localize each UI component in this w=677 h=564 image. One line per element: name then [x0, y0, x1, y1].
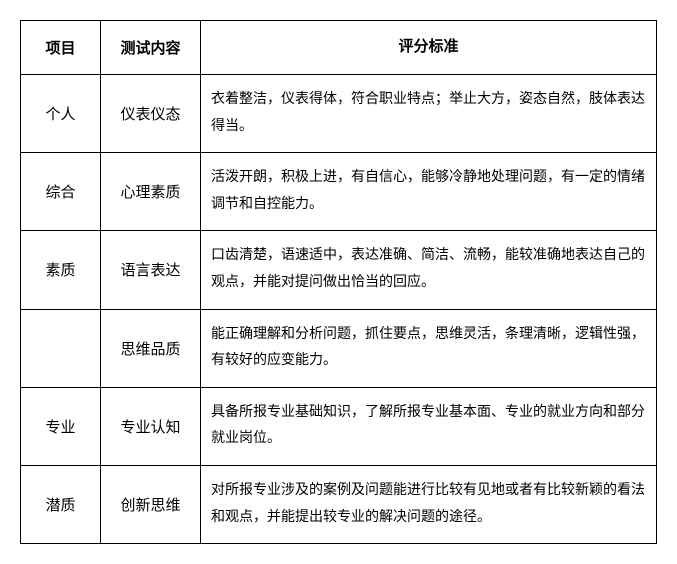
table-row: 个人 仪表仪态 衣着整洁，仪表得体，符合职业特点；举止大方，姿态自然，肢体表达得… [21, 75, 657, 153]
cell-criteria: 能正确理解和分析问题，抓住要点，思维灵活，条理清晰，逻辑性强，有较好的应变能力。 [201, 309, 657, 387]
cell-content: 专业认知 [101, 387, 201, 465]
table-body: 个人 仪表仪态 衣着整洁，仪表得体，符合职业特点；举止大方，姿态自然，肢体表达得… [21, 75, 657, 544]
cell-content: 仪表仪态 [101, 75, 201, 153]
evaluation-table: 项目 测试内容 评分标准 个人 仪表仪态 衣着整洁，仪表得体，符合职业特点；举止… [20, 20, 657, 544]
table-row: 专业 专业认知 具备所报专业基础知识，了解所报专业基本面、专业的就业方向和部分就… [21, 387, 657, 465]
table-row: 综合 心理素质 活泼开朗，积极上进，有自信心，能够冷静地处理问题，有一定的情绪调… [21, 153, 657, 231]
cell-criteria: 具备所报专业基础知识，了解所报专业基本面、专业的就业方向和部分就业岗位。 [201, 387, 657, 465]
table-row: 潜质 创新思维 对所报专业涉及的案例及问题能进行比较有见地或者有比较新颖的看法和… [21, 465, 657, 543]
header-criteria: 评分标准 [201, 21, 657, 75]
header-project: 项目 [21, 21, 101, 75]
cell-project: 专业 [21, 387, 101, 465]
cell-criteria: 对所报专业涉及的案例及问题能进行比较有见地或者有比较新颖的看法和观点，并能提出较… [201, 465, 657, 543]
cell-project: 综合 [21, 153, 101, 231]
evaluation-table-container: 项目 测试内容 评分标准 个人 仪表仪态 衣着整洁，仪表得体，符合职业特点；举止… [20, 20, 657, 544]
cell-project: 个人 [21, 75, 101, 153]
cell-project [21, 309, 101, 387]
cell-content: 语言表达 [101, 231, 201, 309]
header-content: 测试内容 [101, 21, 201, 75]
cell-content: 创新思维 [101, 465, 201, 543]
cell-content: 思维品质 [101, 309, 201, 387]
cell-criteria: 衣着整洁，仪表得体，符合职业特点；举止大方，姿态自然，肢体表达得当。 [201, 75, 657, 153]
cell-criteria: 活泼开朗，积极上进，有自信心，能够冷静地处理问题，有一定的情绪调节和自控能力。 [201, 153, 657, 231]
cell-project: 素质 [21, 231, 101, 309]
cell-criteria: 口齿清楚，语速适中，表达准确、简洁、流畅，能较准确地表达自己的观点，并能对提问做… [201, 231, 657, 309]
table-row: 素质 语言表达 口齿清楚，语速适中，表达准确、简洁、流畅，能较准确地表达自己的观… [21, 231, 657, 309]
cell-content: 心理素质 [101, 153, 201, 231]
table-row: 思维品质 能正确理解和分析问题，抓住要点，思维灵活，条理清晰，逻辑性强，有较好的… [21, 309, 657, 387]
table-header-row: 项目 测试内容 评分标准 [21, 21, 657, 75]
cell-project: 潜质 [21, 465, 101, 543]
